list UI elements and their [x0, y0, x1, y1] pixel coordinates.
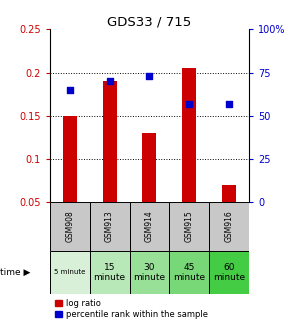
Text: 60
minute: 60 minute: [213, 263, 245, 282]
Bar: [169, 202, 209, 251]
Bar: [63, 116, 77, 202]
Point: [227, 101, 231, 106]
Text: 30
minute: 30 minute: [133, 263, 166, 282]
Point: [67, 87, 72, 93]
Text: 5 minute: 5 minute: [54, 269, 86, 275]
Bar: [50, 202, 90, 251]
Bar: [209, 251, 249, 294]
Text: 15
minute: 15 minute: [93, 263, 126, 282]
Text: time ▶: time ▶: [0, 268, 30, 277]
Text: GSM916: GSM916: [225, 210, 234, 242]
Bar: [142, 133, 156, 202]
Point: [147, 73, 152, 78]
Text: GSM915: GSM915: [185, 210, 194, 242]
Bar: [222, 184, 236, 202]
Text: GSM908: GSM908: [65, 210, 74, 242]
Legend: log ratio, percentile rank within the sample: log ratio, percentile rank within the sa…: [54, 298, 209, 320]
Text: GSM914: GSM914: [145, 210, 154, 242]
Point: [187, 101, 192, 106]
Text: 45
minute: 45 minute: [173, 263, 205, 282]
Bar: [169, 251, 209, 294]
Point: [107, 78, 112, 84]
Bar: [209, 202, 249, 251]
Bar: [130, 251, 169, 294]
Text: GSM913: GSM913: [105, 210, 114, 242]
Bar: [50, 251, 90, 294]
Bar: [130, 202, 169, 251]
Bar: [90, 202, 130, 251]
Bar: [182, 68, 196, 202]
Title: GDS33 / 715: GDS33 / 715: [107, 15, 192, 28]
Bar: [90, 251, 130, 294]
Bar: [103, 81, 117, 202]
